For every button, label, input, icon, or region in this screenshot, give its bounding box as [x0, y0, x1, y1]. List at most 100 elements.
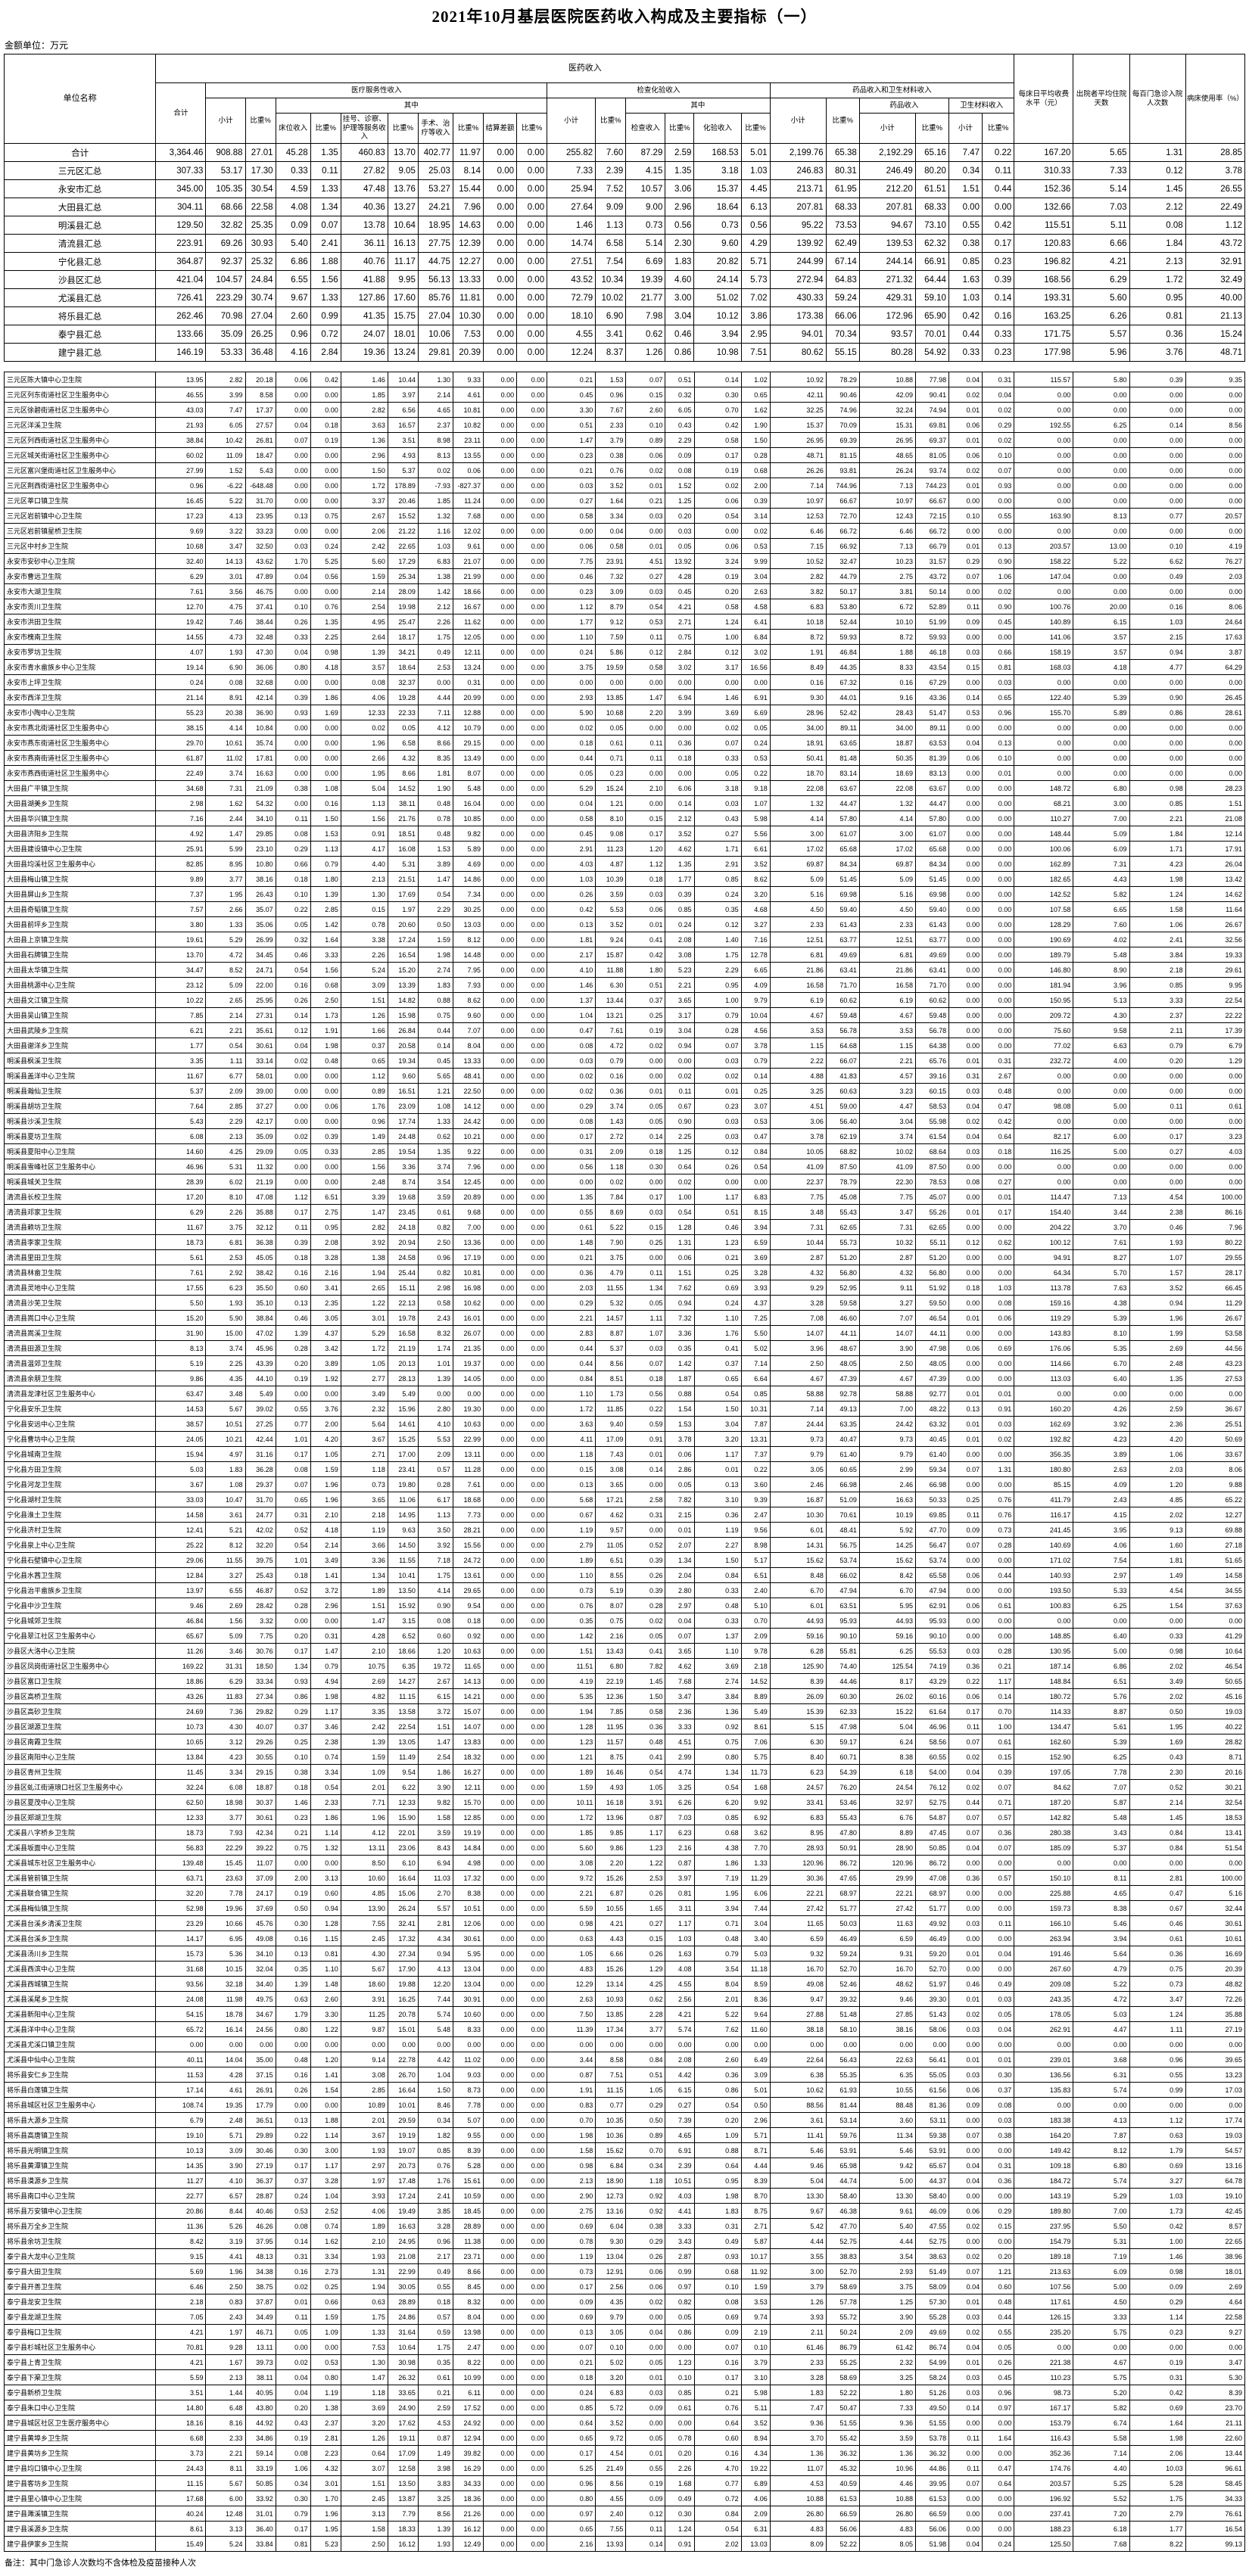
value-cell: 0.06 [948, 1340, 983, 1356]
value-cell: 0.29 [1129, 2294, 1186, 2310]
unit-name-cell: 建宁县城区社区卫生医疗服务中心 [3, 2415, 157, 2431]
value-cell: 47.94 [915, 1582, 950, 1598]
value-cell: 4.59 [275, 179, 311, 198]
unit-name-cell: 泰宁县龙湖卫生院 [3, 2309, 157, 2325]
value-cell: 0.84 [693, 2506, 742, 2522]
value-cell: 81.48 [825, 750, 860, 766]
value-cell: 1.39 [275, 1325, 311, 1341]
value-cell: 92.37 [205, 252, 246, 271]
value-cell: 2.21 [858, 1053, 917, 1069]
value-cell: 8.10 [1073, 1325, 1130, 1341]
value-cell: 11.02 [205, 750, 246, 766]
unit-name-cell: 泰宁县汇总 [3, 325, 157, 344]
value-cell: 3.18 [693, 780, 742, 796]
value-cell: 6.69 [625, 252, 666, 271]
header-subtotal: 小计 [858, 113, 916, 144]
value-cell: 0.11 [625, 629, 666, 645]
value-cell: 49.92 [915, 1915, 950, 1931]
unit-name-cell: 永安市槐南卫生院 [3, 629, 157, 645]
value-cell: 3.77 [205, 1809, 246, 1825]
value-cell: 3.11 [665, 1900, 695, 1916]
value-cell: 7.02 [740, 288, 771, 307]
value-cell: 1.22 [340, 1295, 388, 1311]
value-cell: 22.99 [453, 1431, 484, 1447]
value-cell: 8.11 [1073, 1870, 1130, 1886]
value-cell: 0.46 [275, 947, 311, 963]
value-cell: 86.79 [825, 2339, 860, 2355]
value-cell: 9.95 [1185, 977, 1246, 993]
table-row: 宁化县河龙卫生院 3.67 1.08 29.37 0.07 1.96 0.73 19.80 0.… [3, 1476, 1246, 1492]
value-cell: 3.94 [1073, 1930, 1130, 1946]
value-cell: 1.17 [310, 2158, 341, 2173]
value-cell: 0.00 [516, 1734, 548, 1750]
value-cell: 223.29 [205, 288, 246, 307]
value-cell: 12.58 [387, 2460, 419, 2476]
value-cell: 53.46 [825, 1794, 860, 1810]
table-row: 明溪县夏阳中心卫生院 14.60 4.25 29.09 0.05 0.33 2.85 19.5… [3, 1143, 1246, 1159]
value-cell: 61.56 [915, 2082, 950, 2098]
value-cell: 1.70 [275, 553, 311, 569]
value-cell: 57.78 [825, 2294, 860, 2310]
value-cell: 3.33 [665, 2218, 695, 2234]
value-cell: 2.03 [1185, 568, 1246, 584]
value-cell: 10.03 [1129, 2460, 1186, 2476]
value-cell: 24.57 [769, 1779, 827, 1795]
value-cell: 7.00 [858, 1401, 917, 1417]
value-cell: 3.01 [310, 2475, 341, 2491]
value-cell: 51.43 [915, 2006, 950, 2022]
table-row: 大田县武陵乡卫生院 6.21 2.21 35.61 0.12 1.91 1.66 26.84 0… [3, 1022, 1246, 1038]
value-cell: 0.00 [310, 493, 341, 509]
value-cell: 114.66 [1014, 1355, 1074, 1371]
value-cell: 0.15 [982, 1749, 1015, 1765]
value-cell: 0.30 [982, 2067, 1015, 2083]
value-cell: 46.49 [915, 1930, 950, 1946]
value-cell: 7.39 [665, 2112, 695, 2128]
value-cell: 6.64 [740, 1370, 771, 1386]
value-cell: 48.41 [825, 1522, 860, 1538]
value-cell: 4.68 [740, 901, 771, 917]
value-cell: 2.96 [665, 198, 695, 216]
value-cell: 146.19 [155, 343, 207, 362]
value-cell: 5.11 [740, 2400, 771, 2416]
unit-name-cell: 清流县里田卫生院 [3, 1249, 157, 1265]
value-cell: 7.85 [595, 1703, 627, 1719]
value-cell: 3.08 [665, 947, 695, 963]
value-cell: 163.25 [1014, 306, 1074, 325]
value-cell: 0.90 [982, 553, 1015, 569]
value-cell: 17.02 [858, 841, 917, 857]
value-cell: 0.03 [982, 674, 1015, 690]
value-cell: 9.60 [693, 234, 742, 253]
value-cell: 0.00 [245, 2036, 276, 2052]
value-cell: 7.75 [769, 1189, 827, 1205]
value-cell: 59.10 [914, 288, 949, 307]
value-cell: 14.52 [740, 1673, 771, 1689]
value-cell: 61.43 [915, 916, 950, 932]
value-cell: 7.67 [595, 402, 627, 418]
value-cell: 5.67 [340, 1961, 388, 1977]
value-cell: 0.00 [1185, 750, 1246, 766]
value-cell: 0.24 [982, 2536, 1015, 2552]
value-cell: 11.97 [452, 143, 484, 162]
value-cell: 0.02 [982, 432, 1015, 448]
value-cell: 0.00 [483, 2475, 518, 2491]
value-cell: 0.96 [417, 1249, 454, 1265]
value-cell: 0.06 [948, 417, 983, 433]
value-cell: 0.77 [1129, 508, 1186, 524]
value-cell: 0.02 [665, 1174, 695, 1190]
value-cell: 1.81 [1129, 1552, 1186, 1568]
value-cell: 0.28 [417, 1476, 454, 1492]
value-cell: 6.83 [769, 1809, 827, 1825]
value-cell: 19.03 [1185, 1703, 1246, 1719]
table-row: 三元区岩前镇星桥卫生院 9.69 3.22 33.23 0.00 0.00 2.06 21.2… [3, 523, 1246, 539]
value-cell: 0.78 [547, 2233, 596, 2249]
value-cell: 7.31 [769, 1219, 827, 1235]
value-cell: 0.17 [547, 2279, 596, 2294]
value-cell: 11.41 [769, 2127, 827, 2143]
value-cell: 34.47 [155, 962, 207, 978]
value-cell: 3.28 [769, 1295, 827, 1311]
value-cell: 0.00 [483, 1416, 518, 1432]
value-cell: 8.61 [155, 2521, 207, 2537]
value-cell: 0.44 [982, 2309, 1015, 2325]
value-cell: 44.11 [825, 1325, 860, 1341]
table-row: 泰宁县新桥卫生院 3.51 1.44 40.95 0.04 1.19 1.18 33.65 0.… [3, 2385, 1246, 2400]
